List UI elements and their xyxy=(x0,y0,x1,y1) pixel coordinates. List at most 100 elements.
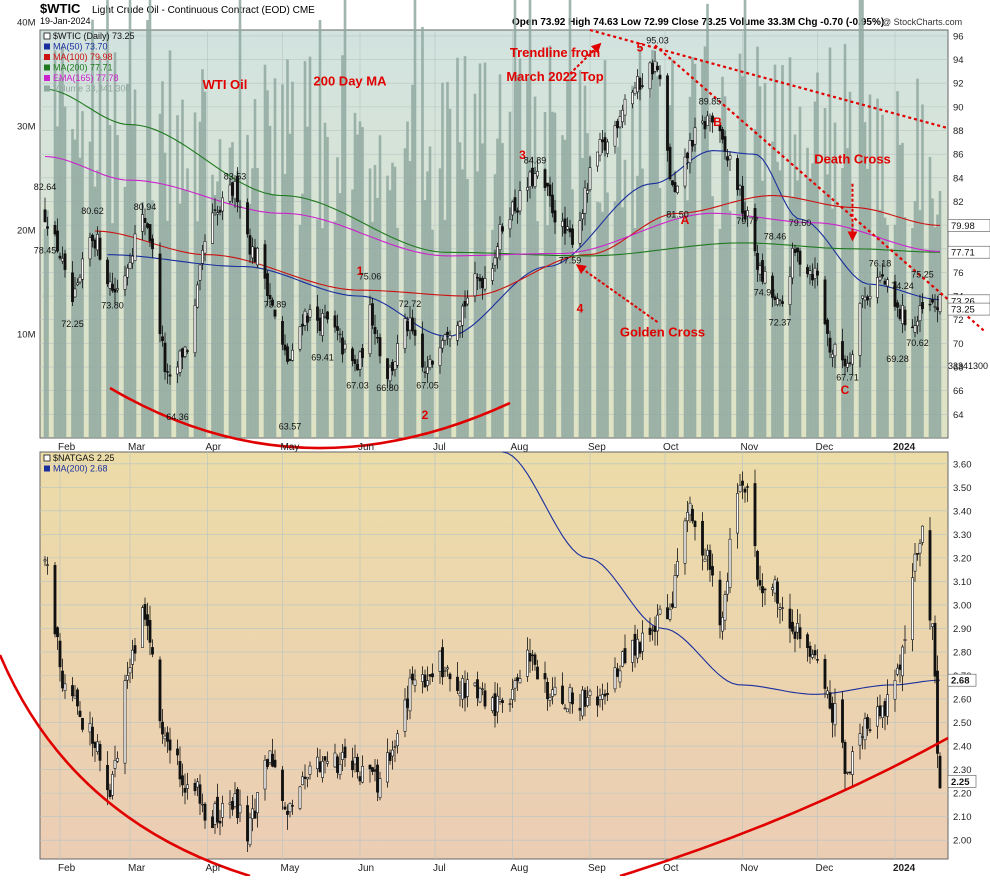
oil-candle-body xyxy=(256,247,259,266)
oil-candle-body xyxy=(53,225,57,235)
gas-candle-body xyxy=(493,693,497,716)
oil-x-tick-label: Mar xyxy=(128,442,146,453)
gas-candle-body xyxy=(843,742,847,774)
oil-price-label: 77.59 xyxy=(559,256,582,266)
oil-volume-bar xyxy=(561,135,564,438)
oil-volume-bar xyxy=(606,192,609,438)
gas-candle-body xyxy=(928,530,932,621)
oil-candle-body xyxy=(106,259,109,285)
oil-x-tick-label: Jul xyxy=(433,442,446,453)
oil-volume-bar xyxy=(511,199,514,438)
gas-candle-body xyxy=(476,679,479,699)
oil-volume-bar xyxy=(238,0,242,439)
oil-price-label: 76.18 xyxy=(869,258,892,268)
oil-candle-body xyxy=(513,197,517,212)
oil-volume-bar xyxy=(676,218,679,438)
oil-volume-bar xyxy=(601,211,604,438)
gas-candle-body xyxy=(516,677,519,681)
oil-volume-bar xyxy=(456,57,459,439)
gas-y-tick-label: 3.50 xyxy=(953,483,972,494)
oil-candle-body xyxy=(658,74,662,80)
oil-volume-bar xyxy=(186,168,189,438)
oil-volume-bar xyxy=(178,203,182,438)
oil-candle-body xyxy=(753,208,757,252)
gas-candle-body xyxy=(773,579,777,594)
oil-candle-body xyxy=(876,277,879,298)
gas-candle-body xyxy=(688,502,692,516)
oil-candle-body xyxy=(516,210,519,213)
oil-volume-bar xyxy=(833,122,837,438)
gas-y-tick-label: 3.40 xyxy=(953,506,972,517)
gas-candle-body xyxy=(423,674,427,688)
oil-candle-body xyxy=(441,340,444,349)
oil-candle-body xyxy=(431,360,434,365)
oil-volume-bar xyxy=(476,171,479,438)
oil-candle-body xyxy=(738,185,742,190)
gas-candle-body xyxy=(306,777,309,780)
oil-candle-body xyxy=(126,267,129,278)
oil-price-label: 63.57 xyxy=(279,421,302,431)
gas-candle-body xyxy=(826,690,829,695)
oil-volume-bar xyxy=(706,3,709,439)
oil-candle-body xyxy=(578,220,582,244)
gas-candle-body xyxy=(548,696,552,701)
gas-candle-body xyxy=(456,676,459,691)
oil-volume-bar xyxy=(93,186,97,438)
oil-legend-label: $WTIC (Daily) 73.25 xyxy=(53,31,135,41)
oil-candle-body xyxy=(686,152,689,159)
oil-candle-body xyxy=(238,205,242,208)
oil-volume-bar xyxy=(583,85,587,439)
oil-candle-body xyxy=(668,146,672,180)
gas-candle-body xyxy=(676,561,679,576)
oil-candle-body xyxy=(496,246,499,259)
oil-volume-bar xyxy=(878,209,882,438)
gas-candle-body xyxy=(771,587,774,590)
oil-candle-body xyxy=(76,282,79,286)
oil-candle-body xyxy=(141,214,144,232)
oil-candle-body xyxy=(566,226,569,230)
chart-date: 19-Jan-2024 xyxy=(40,16,91,26)
oil-candle-body xyxy=(131,255,134,264)
oil-candle-body xyxy=(323,316,327,318)
oil-volume-bar xyxy=(221,199,224,438)
gas-candle-body xyxy=(498,698,502,702)
oil-volume-bar xyxy=(458,142,462,438)
oil-candle-body xyxy=(861,295,864,299)
oil-volume-bar xyxy=(728,210,732,438)
oil-candle-body xyxy=(356,364,359,371)
oil-candle-body xyxy=(741,185,744,214)
oil-volume-bar xyxy=(323,122,327,438)
oil-y-tick-label: 88 xyxy=(953,126,964,137)
oil-volume-bar xyxy=(893,224,897,438)
oil-y-tick-label: 66 xyxy=(953,386,964,397)
oil-volume-bar xyxy=(921,104,924,439)
oil-volume-bar xyxy=(828,47,832,438)
oil-volume-bar xyxy=(376,198,379,438)
oil-x-tick-label: 2024 xyxy=(893,442,916,453)
gas-candle-body xyxy=(358,776,362,782)
oil-candle-body xyxy=(198,264,202,281)
oil-volume-bar xyxy=(463,56,467,439)
oil-candle-body xyxy=(113,288,117,293)
oil-candle-body xyxy=(178,350,182,373)
gas-x-tick-label: Feb xyxy=(58,863,76,874)
oil-volume-bar xyxy=(548,45,552,439)
oil-volume-bar xyxy=(478,63,482,438)
oil-right-value-box xyxy=(947,302,990,316)
oil-candle-body xyxy=(443,334,447,341)
gas-candle-body xyxy=(253,810,257,819)
oil-volume-bar xyxy=(308,56,312,438)
gas-candle-body xyxy=(738,484,742,493)
oil-volume-bar xyxy=(546,225,549,438)
gas-candle-body xyxy=(621,651,624,667)
gas-y-tick-label: 3.30 xyxy=(953,530,972,541)
gas-candle-body xyxy=(201,803,204,806)
oil-volume-bar xyxy=(723,96,727,439)
gas-candle-body xyxy=(746,486,749,488)
oil-volume-bar xyxy=(403,148,407,439)
oil-candle-body xyxy=(798,250,802,265)
oil-x-tick-label: Sep xyxy=(588,442,606,453)
oil-volume-bar xyxy=(268,125,272,439)
gas-candle-body xyxy=(413,679,417,686)
oil-candle-body xyxy=(883,280,887,285)
